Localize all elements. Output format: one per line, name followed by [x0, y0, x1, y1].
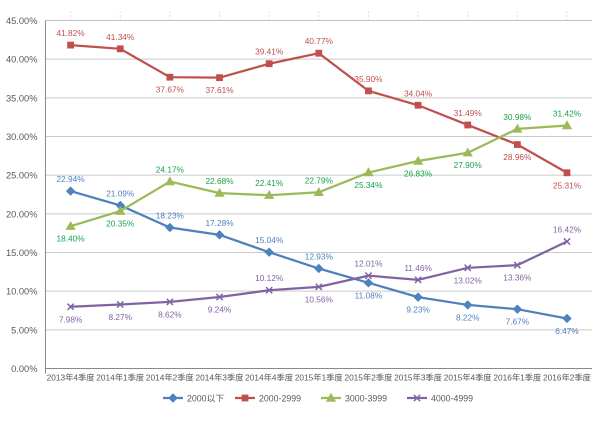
svg-text:25.00%: 25.00% [6, 171, 38, 181]
svg-text:30.00%: 30.00% [6, 132, 38, 142]
svg-text:3000-3999: 3000-3999 [345, 394, 387, 404]
svg-text:16.42%: 16.42% [553, 225, 582, 235]
svg-text:35.00%: 35.00% [6, 93, 38, 103]
svg-text:2014年3季度: 2014年3季度 [196, 373, 244, 383]
svg-text:17.28%: 17.28% [205, 218, 234, 228]
svg-text:21.09%: 21.09% [106, 188, 135, 198]
svg-text:10.56%: 10.56% [305, 294, 334, 304]
svg-text:5.00%: 5.00% [11, 325, 37, 335]
svg-text:8.27%: 8.27% [108, 312, 132, 322]
svg-text:40.77%: 40.77% [305, 36, 334, 46]
svg-text:18.23%: 18.23% [156, 211, 185, 221]
svg-text:11.08%: 11.08% [355, 290, 383, 300]
svg-text:2014年4季度: 2014年4季度 [245, 373, 293, 383]
svg-text:20.00%: 20.00% [6, 209, 38, 219]
svg-text:10.12%: 10.12% [255, 273, 284, 283]
svg-text:15.00%: 15.00% [6, 248, 38, 258]
svg-text:28.96%: 28.96% [503, 152, 532, 162]
svg-text:39.41%: 39.41% [255, 47, 284, 57]
svg-text:2014年2季度: 2014年2季度 [146, 373, 194, 383]
svg-text:45.00%: 45.00% [6, 16, 38, 26]
svg-text:40.00%: 40.00% [6, 55, 38, 65]
svg-text:25.34%: 25.34% [354, 180, 383, 190]
svg-text:20.35%: 20.35% [106, 219, 135, 229]
svg-text:13.36%: 13.36% [503, 273, 532, 283]
svg-text:2013年4季度: 2013年4季度 [47, 373, 95, 383]
svg-text:8.62%: 8.62% [158, 309, 182, 319]
svg-text:2015年3季度: 2015年3季度 [394, 373, 442, 383]
svg-text:0.00%: 0.00% [11, 364, 37, 374]
svg-text:2014年1季度: 2014年1季度 [96, 373, 144, 383]
svg-text:9.24%: 9.24% [208, 305, 232, 315]
svg-text:31.49%: 31.49% [454, 108, 483, 118]
svg-text:10.00%: 10.00% [6, 287, 38, 297]
svg-text:2015年1季度: 2015年1季度 [295, 373, 343, 383]
svg-text:35.90%: 35.90% [354, 74, 383, 84]
svg-text:9.23%: 9.23% [406, 305, 430, 315]
svg-text:37.67%: 37.67% [156, 85, 185, 95]
svg-text:13.02%: 13.02% [454, 275, 483, 285]
svg-text:18.40%: 18.40% [57, 234, 86, 244]
svg-text:22.41%: 22.41% [255, 178, 284, 188]
svg-text:15.04%: 15.04% [255, 235, 284, 245]
svg-text:2000以下: 2000以下 [187, 394, 224, 404]
svg-text:26.83%: 26.83% [404, 169, 433, 179]
svg-text:4000-4999: 4000-4999 [431, 394, 473, 404]
svg-text:2015年4季度: 2015年4季度 [444, 373, 492, 383]
svg-text:2016年1季度: 2016年1季度 [493, 373, 541, 383]
svg-text:2000-2999: 2000-2999 [259, 394, 301, 404]
svg-text:27.90%: 27.90% [454, 160, 483, 170]
svg-text:7.67%: 7.67% [506, 317, 530, 327]
svg-text:22.68%: 22.68% [205, 176, 234, 186]
svg-text:11.46%: 11.46% [404, 263, 432, 273]
svg-text:12.93%: 12.93% [305, 252, 334, 262]
svg-text:2015年2季度: 2015年2季度 [344, 373, 392, 383]
svg-text:31.42%: 31.42% [553, 109, 582, 119]
svg-text:34.04%: 34.04% [404, 88, 433, 98]
svg-text:25.31%: 25.31% [553, 180, 582, 190]
svg-text:6.47%: 6.47% [555, 326, 579, 336]
svg-text:22.94%: 22.94% [57, 174, 86, 184]
svg-text:30.98%: 30.98% [503, 112, 532, 122]
svg-text:41.82%: 41.82% [57, 28, 86, 38]
svg-text:7.98%: 7.98% [59, 314, 83, 324]
svg-text:22.79%: 22.79% [305, 175, 334, 185]
svg-text:12.01%: 12.01% [354, 259, 383, 269]
svg-text:8.22%: 8.22% [456, 312, 480, 322]
svg-text:41.34%: 41.34% [106, 32, 135, 42]
svg-text:2016年2季度: 2016年2季度 [543, 373, 591, 383]
svg-text:37.61%: 37.61% [205, 85, 234, 95]
svg-text:24.17%: 24.17% [156, 165, 185, 175]
